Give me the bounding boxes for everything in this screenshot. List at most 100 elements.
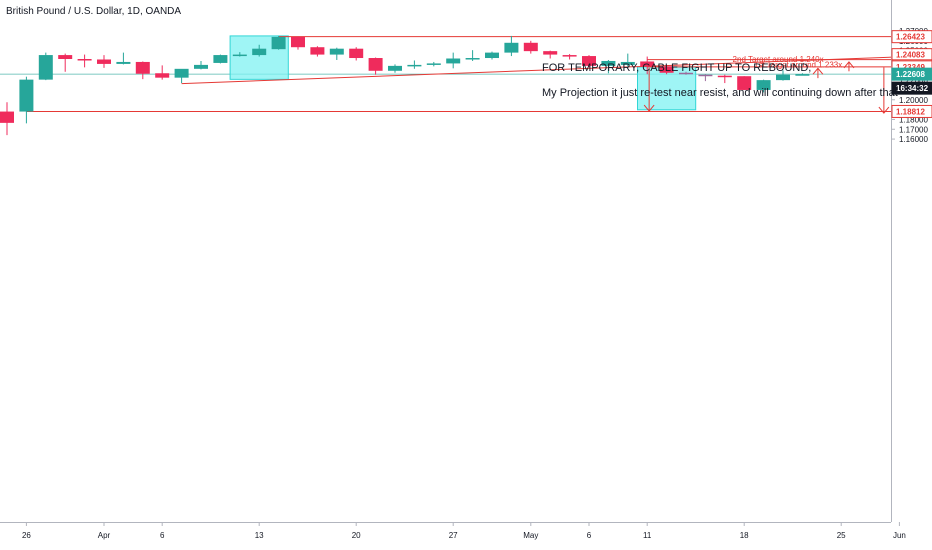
price-tag-box — [891, 30, 932, 44]
candle — [174, 68, 189, 84]
x-tick-label: 6 — [587, 531, 592, 540]
candle-body — [116, 61, 131, 64]
arrows[interactable] — [643, 61, 890, 114]
candle-body — [698, 74, 713, 77]
candle — [38, 52, 53, 81]
x-tick-label: 11 — [643, 531, 652, 540]
candle — [737, 76, 752, 90]
target-annotation: 1st Target around 1.233x — [754, 61, 842, 70]
candle — [446, 52, 461, 69]
y-tick-label: 1.18000 — [899, 115, 928, 124]
candle-body — [388, 65, 402, 71]
candle-body — [426, 63, 441, 65]
down-arrow[interactable] — [643, 67, 655, 112]
candle — [698, 74, 713, 82]
candle-body — [659, 66, 674, 73]
candle-body — [252, 48, 267, 56]
arrow-head — [843, 61, 855, 69]
candle — [368, 57, 383, 75]
candle — [679, 71, 693, 75]
y-tick-label: 1.17000 — [899, 125, 928, 134]
candle — [388, 64, 402, 73]
candle-body — [776, 74, 790, 81]
candle — [271, 35, 286, 50]
candle — [0, 102, 14, 136]
candle — [640, 56, 655, 75]
candle — [717, 74, 732, 84]
candle-body — [291, 36, 305, 48]
candle — [620, 53, 635, 67]
price-tag-label: 16:34:32 — [896, 84, 929, 93]
x-tick-label: Apr — [98, 531, 111, 540]
y-tick-label: 1.16000 — [899, 135, 928, 144]
x-tick-label: 18 — [740, 531, 749, 540]
price-tag: 1.22608 — [891, 67, 932, 81]
candle-body — [737, 76, 752, 90]
candle-body — [232, 54, 247, 57]
candle — [465, 50, 480, 61]
candle-body — [155, 73, 170, 78]
price-tag: 1.26423 — [891, 30, 932, 44]
candle-body — [465, 58, 480, 60]
x-tick-label: May — [523, 531, 538, 540]
candle — [291, 36, 305, 50]
candle — [562, 54, 577, 60]
price-tag-label: 1.18812 — [896, 107, 925, 116]
candle — [194, 60, 208, 70]
candle — [756, 79, 771, 93]
candle-body — [58, 55, 73, 60]
candle — [407, 60, 422, 69]
candle — [232, 52, 247, 57]
price-tags: 1.264231.240831.240681.233491.2260816:34… — [891, 30, 932, 118]
up-arrow[interactable] — [812, 67, 824, 79]
note-line-2: My Projection it just re-test near resis… — [542, 87, 898, 99]
candle-body — [562, 55, 577, 57]
x-tick-label: Jun — [893, 531, 906, 540]
candle-body — [620, 61, 635, 65]
candle — [776, 70, 790, 81]
candle-body — [543, 51, 558, 55]
candle-body — [756, 80, 771, 90]
candle — [97, 55, 111, 68]
candle-body — [717, 75, 732, 78]
candle — [504, 35, 519, 57]
candle-body — [446, 58, 461, 64]
price-tag-label: 1.23349 — [896, 63, 925, 72]
candle — [310, 46, 325, 57]
symbol-title: British Pound / U.S. Dollar, 1D, OANDA — [6, 6, 182, 17]
price-tag-label: 1.24083 — [896, 51, 925, 60]
price-tag-label: 1.22608 — [896, 70, 925, 79]
candle-body — [38, 55, 53, 80]
candle — [349, 47, 364, 61]
candle-body — [601, 60, 616, 66]
price-tag-box — [891, 104, 932, 118]
axes: 1.270001.260001.250001.230001.220001.210… — [0, 0, 928, 540]
x-tick-label: 25 — [837, 531, 846, 540]
candle — [155, 65, 170, 80]
candle-body — [349, 48, 364, 59]
target-annotation: 2nd Target around 1.240x — [733, 55, 824, 64]
candle-body — [0, 111, 14, 123]
candle — [582, 55, 596, 68]
candle-body — [640, 61, 655, 67]
candle — [252, 44, 267, 57]
down-arrow[interactable] — [878, 67, 890, 114]
trendline-group[interactable] — [181, 55, 932, 85]
price-tag-label: 1.26423 — [896, 33, 925, 42]
candle — [77, 54, 92, 68]
candle-body — [407, 64, 422, 67]
trendline[interactable] — [181, 55, 932, 85]
candle — [543, 50, 558, 59]
up-arrow[interactable] — [843, 61, 855, 72]
candle-body — [271, 36, 286, 50]
candle-body — [582, 56, 596, 66]
candles — [0, 35, 810, 136]
candle — [58, 53, 73, 72]
arrow-head — [812, 67, 824, 75]
y-tick-label: 1.20000 — [899, 96, 928, 105]
horizontal-lines[interactable] — [26, 36, 891, 112]
candle — [485, 51, 499, 60]
candle-body — [679, 72, 693, 75]
